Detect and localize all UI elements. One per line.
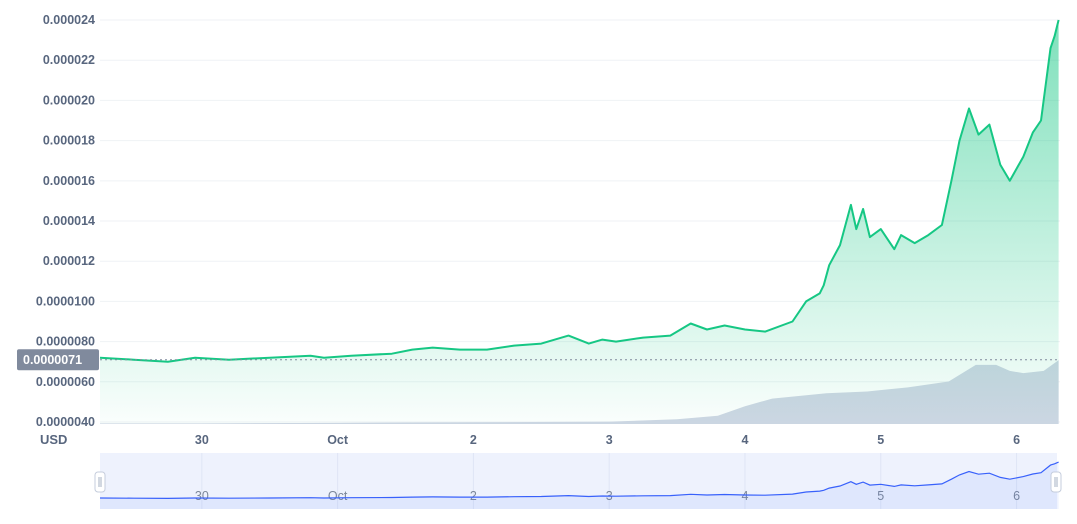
x-axis: 30 Oct 2 3 4 5 6 bbox=[195, 433, 1020, 447]
x-tick-label: 4 bbox=[742, 433, 749, 447]
y-tick-label: 0.000016 bbox=[43, 174, 95, 188]
navigator-tick-label: 5 bbox=[877, 489, 884, 503]
y-tick-label: 0.000014 bbox=[43, 214, 95, 228]
y-axis: 0.0000040 0.0000060 0.0000080 0.0000100 0.00… bbox=[36, 13, 95, 429]
x-tick-label: 3 bbox=[606, 433, 613, 447]
x-tick-label: Oct bbox=[327, 433, 349, 447]
y-tick-label: 0.000022 bbox=[43, 53, 95, 67]
current-price-label: 0.0000071 bbox=[23, 353, 82, 367]
x-tick-label: 5 bbox=[877, 433, 884, 447]
y-tick-label: 0.000012 bbox=[43, 254, 95, 268]
navigator-right-handle[interactable] bbox=[1050, 471, 1062, 493]
y-axis-unit-label: USD bbox=[40, 432, 67, 447]
navigator-tick-label: Oct bbox=[328, 489, 348, 503]
navigator-background bbox=[100, 453, 1057, 509]
navigator-grid bbox=[201, 453, 1018, 509]
y-tick-label: 0.000018 bbox=[43, 134, 95, 148]
navigator-left-handle[interactable] bbox=[94, 471, 106, 493]
y-tick-label: 0.000024 bbox=[43, 13, 95, 27]
navigator-area bbox=[100, 462, 1059, 509]
navigator-tick-label: 30 bbox=[195, 489, 209, 503]
y-tick-label: 0.000020 bbox=[43, 93, 95, 107]
price-line bbox=[99, 19, 1060, 363]
current-price-marker: 0.0000071 bbox=[17, 349, 1060, 371]
line-layer bbox=[99, 19, 1060, 363]
price-area bbox=[100, 20, 1059, 424]
x-tick-label: 6 bbox=[1013, 433, 1020, 447]
navigator-tick-label: 2 bbox=[470, 489, 477, 503]
current-price-badge bbox=[17, 349, 99, 371]
y-tick-label: 0.0000040 bbox=[36, 415, 95, 429]
navigator-tick-label: 6 bbox=[1013, 489, 1020, 503]
navigator-line bbox=[99, 461, 1059, 500]
x-tick-label: 30 bbox=[195, 433, 209, 447]
navigator-tick-label: 4 bbox=[742, 489, 749, 503]
navigator-series bbox=[99, 461, 1059, 509]
x-tick-label: 2 bbox=[470, 433, 477, 447]
area-layer bbox=[100, 20, 1059, 424]
y-tick-label: 0.0000080 bbox=[36, 335, 95, 349]
y-tick-label: 0.0000100 bbox=[36, 294, 95, 308]
y-tick-label: 0.0000060 bbox=[36, 375, 95, 389]
